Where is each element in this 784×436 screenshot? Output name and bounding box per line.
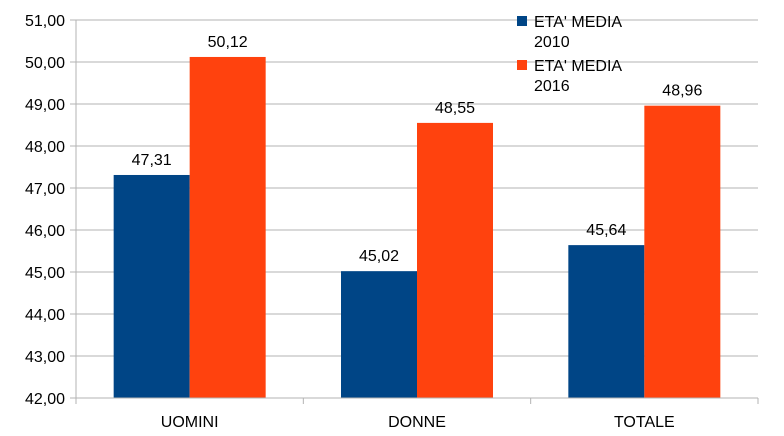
bars — [113, 56, 721, 399]
y-axis-tick-labels: 42,00 43,00 44,00 45,00 46,00 47,00 48,00 49,00… — [25, 13, 65, 408]
axes — [75, 20, 759, 404]
legend-swatch — [517, 16, 527, 26]
y-tick-label: 46,00 — [25, 223, 65, 240]
y-tick-label: 43,00 — [25, 349, 65, 366]
y-tick-label: 45,00 — [25, 265, 65, 282]
data-label: 48,55 — [435, 100, 475, 117]
bar — [417, 122, 493, 399]
y-tick-label: 42,00 — [25, 391, 65, 408]
data-labels: 47,31 50,12 45,02 48,55 45,64 48,96 — [132, 34, 703, 265]
data-label: 48,96 — [662, 83, 702, 100]
bar — [568, 245, 645, 398]
bar — [644, 105, 721, 399]
x-category-label: UOMINI — [161, 414, 219, 431]
x-axis-category-labels: UOMINI DONNE TOTALE — [161, 414, 675, 431]
y-tick-label: 48,00 — [25, 139, 65, 156]
bar — [341, 271, 417, 398]
bar — [189, 56, 266, 399]
x-category-label: DONNE — [388, 414, 446, 431]
legend-label: ETA' MEDIA 2010 — [534, 14, 622, 51]
legend-swatch — [517, 60, 527, 70]
data-label: 45,64 — [586, 222, 626, 239]
legend: ETA' MEDIA 2010 ETA' MEDIA 2016 — [517, 14, 622, 95]
y-tick-label: 47,00 — [25, 181, 65, 198]
bar — [113, 174, 190, 398]
y-tick-label: 51,00 — [25, 13, 65, 30]
data-label: 50,12 — [208, 34, 248, 51]
y-tick-label: 44,00 — [25, 307, 65, 324]
data-label: 45,02 — [359, 248, 399, 265]
legend-label: ETA' MEDIA 2016 — [534, 58, 622, 95]
data-label: 47,31 — [132, 152, 172, 169]
y-tick-label: 50,00 — [25, 55, 65, 72]
y-tick-label: 49,00 — [25, 97, 65, 114]
x-category-label: TOTALE — [614, 414, 675, 431]
